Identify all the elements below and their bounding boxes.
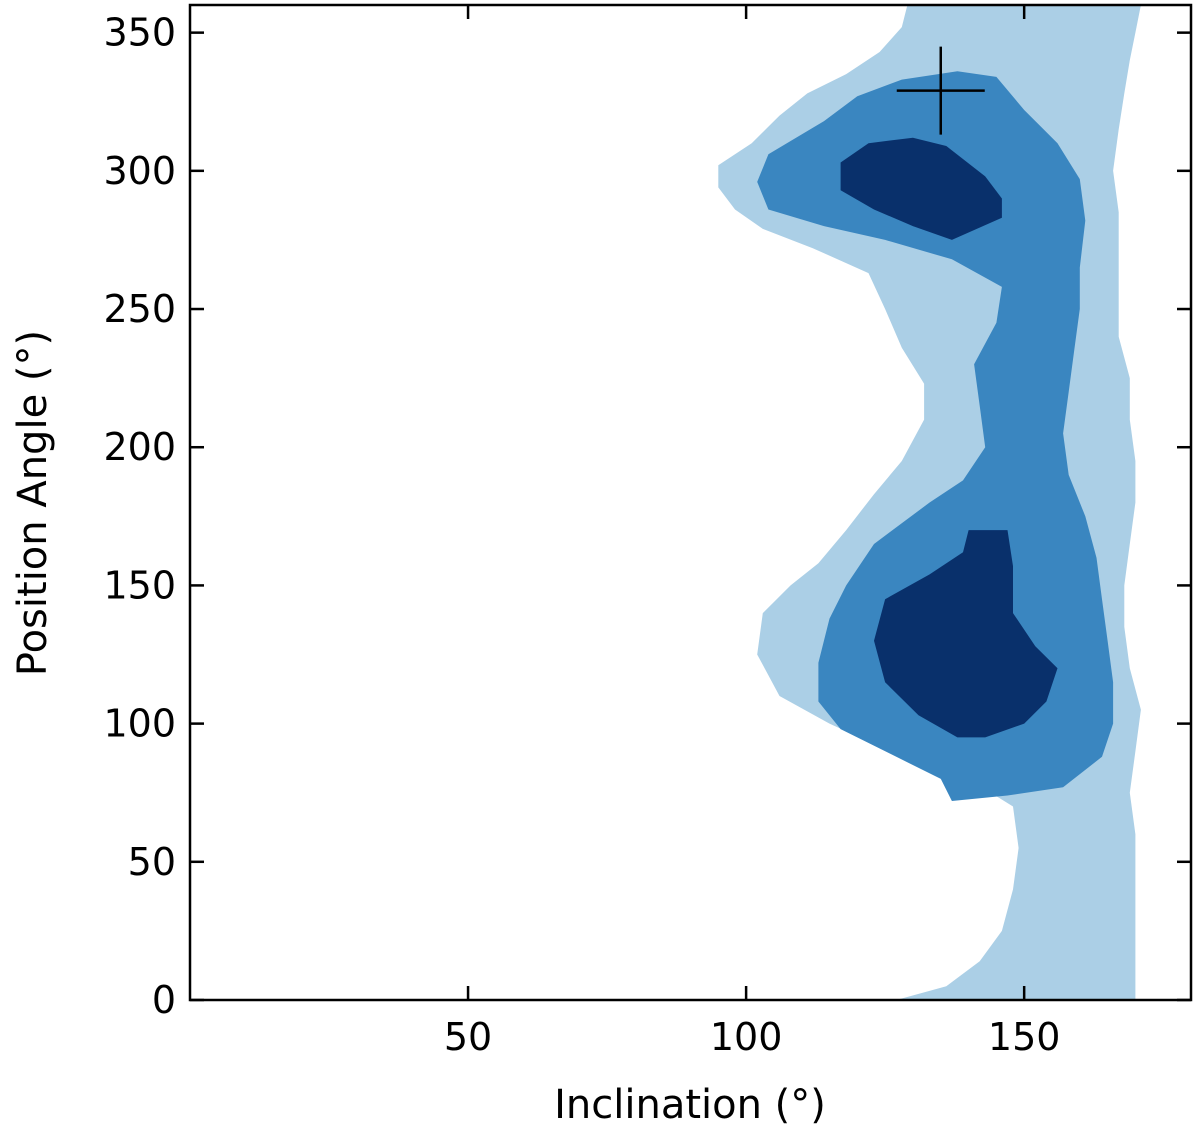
contour-inner-0 xyxy=(874,530,1058,738)
y-tick-label-100: 100 xyxy=(103,702,176,746)
y-tick-label-50: 50 xyxy=(128,840,176,884)
plot-frame xyxy=(188,3,1193,1002)
contour-layers xyxy=(718,5,1141,1000)
y-tick-label-250: 250 xyxy=(103,287,176,331)
x-tick-label-150: 150 xyxy=(988,1015,1061,1059)
y-tick-label-150: 150 xyxy=(103,563,176,607)
x-tick-label-100: 100 xyxy=(710,1015,783,1059)
y-tick-label-0: 0 xyxy=(152,978,176,1022)
x-axis-label: Inclination (°) xyxy=(554,1082,826,1128)
axis-ticks: 50 100 150 0 50 100 150 200 250 300 350 xyxy=(103,5,1191,1059)
contour-inner-1 xyxy=(840,137,1002,240)
y-tick-label-350: 350 xyxy=(103,11,176,55)
y-tick-label-200: 200 xyxy=(103,425,176,469)
x-tick-label-50: 50 xyxy=(444,1015,492,1059)
y-tick-label-300: 300 xyxy=(103,149,176,193)
y-axis-label: Position Angle (°) xyxy=(10,330,56,676)
reference-cross-marker xyxy=(896,46,985,135)
contour-middle-0 xyxy=(757,71,1114,802)
